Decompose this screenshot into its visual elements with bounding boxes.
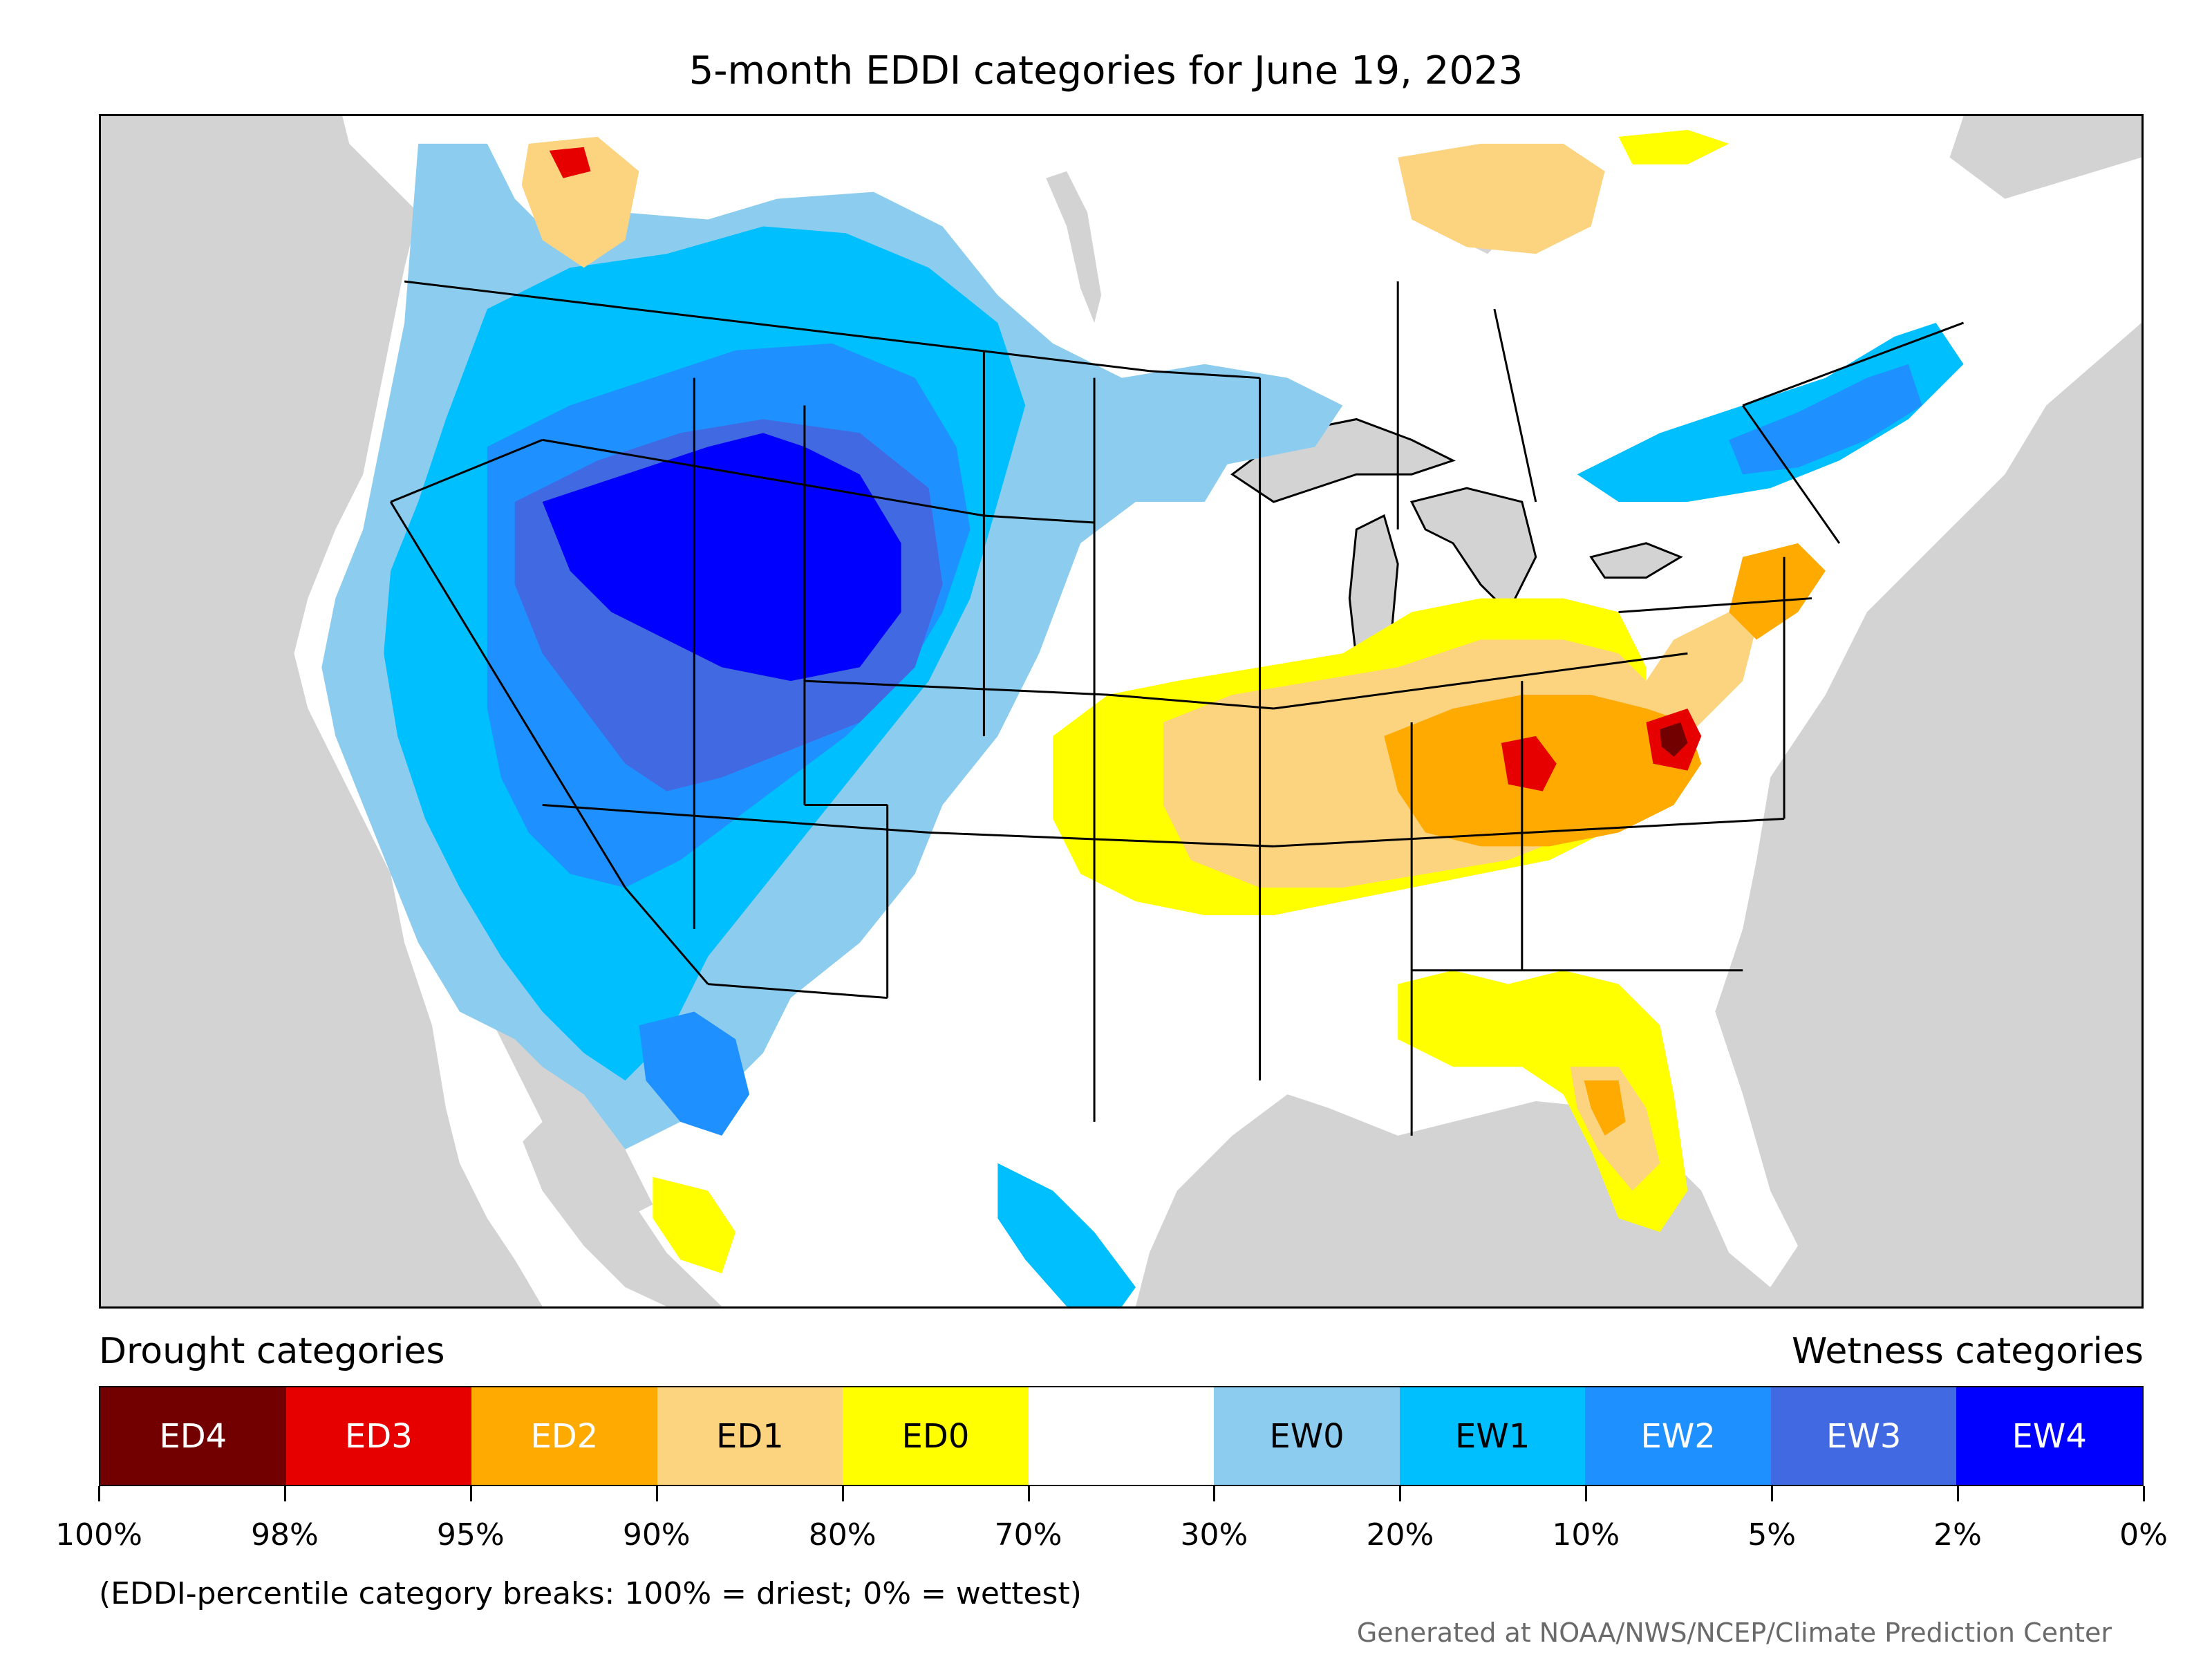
us-map-svg [294, 116, 2141, 1306]
tick-label: 90% [622, 1517, 691, 1553]
category-ew4: EW4 [1956, 1387, 2143, 1485]
wet-ew2-southwest [639, 1011, 750, 1136]
dry-ed3-bc [549, 147, 591, 178]
tick-2 [469, 1486, 472, 1501]
category-ew2: EW2 [1585, 1387, 1771, 1485]
wet-ew1-texas [997, 1163, 1136, 1306]
tick-11 [2143, 1486, 2145, 1501]
tick-8 [1585, 1486, 1588, 1501]
land-mexico [432, 1025, 667, 1306]
tick-label: 2% [1933, 1517, 1982, 1553]
category-ew1: EW1 [1399, 1387, 1586, 1485]
tick-0 [98, 1486, 100, 1501]
wet-ew1-northeast [1577, 322, 1964, 503]
category-normal [1028, 1387, 1215, 1485]
tick-3 [655, 1486, 658, 1501]
category-ed1: ED1 [657, 1387, 843, 1485]
drought-categories-label: Drought categories [99, 1331, 445, 1372]
tick-label: 70% [994, 1517, 1062, 1553]
colorbar-tick-labels: 100% 98% 95% 90% 80% 70% 30% 20% 10% 5% … [55, 1517, 2168, 1559]
tick-10 [1957, 1486, 1960, 1501]
category-ed0: ED0 [843, 1387, 1029, 1485]
tick-label: 10% [1552, 1517, 1620, 1553]
category-ed3: ED3 [285, 1387, 472, 1485]
source-credit: Generated at NOAA/NWS/NCEP/Climate Predi… [1356, 1618, 2112, 1648]
wet-ew0-midwest [1067, 364, 1343, 503]
tick-1 [283, 1486, 286, 1501]
tick-label: 30% [1180, 1517, 1248, 1553]
tick-label: 5% [1747, 1517, 1797, 1553]
dry-ed2-florida [1584, 1080, 1626, 1136]
tick-label: 0% [2119, 1517, 2168, 1553]
tick-label: 20% [1366, 1517, 1434, 1553]
category-ed2: ED2 [471, 1387, 657, 1485]
tick-label: 98% [251, 1517, 319, 1553]
category-colorbar: ED4 ED3 ED2 ED1 ED0 EW0 EW1 EW2 EW3 EW4 [99, 1386, 2144, 1486]
wetness-categories-label: Wetness categories [1792, 1331, 2144, 1372]
state-borders [389, 280, 1965, 1136]
lake-winnipeg [1046, 171, 1102, 323]
wet-ew2-northeast [1729, 364, 1922, 475]
map-title: 5-month EDDI categories for June 19, 202… [688, 48, 1524, 93]
colorbar-ticks [98, 1486, 2145, 1507]
tick-label: 95% [436, 1517, 505, 1553]
dry-ed3-kentucky [1501, 735, 1557, 791]
category-breaks-footnote: (EDDI-percentile category breaks: 100% =… [99, 1576, 1082, 1611]
dry-ed1-bc [521, 136, 639, 268]
category-ed4: ED4 [100, 1387, 286, 1485]
tick-9 [1771, 1486, 1774, 1501]
wet-ew4-west [542, 433, 901, 682]
dry-ed4-virginia [1660, 722, 1688, 757]
tick-4 [841, 1486, 844, 1501]
dry-ed0-mexico [653, 1177, 736, 1274]
dry-ed0-quebec [1618, 129, 1730, 165]
category-ew3: EW3 [1770, 1387, 1957, 1485]
tick-7 [1399, 1486, 1402, 1501]
gulf-of-mexico [1177, 1128, 1716, 1306]
category-ew0: EW0 [1214, 1387, 1400, 1485]
dry-ed1-quebec [1398, 143, 1605, 254]
tick-label: 100% [55, 1517, 142, 1553]
tick-6 [1213, 1486, 1216, 1501]
lake-ontario [1589, 542, 1683, 579]
dry-ed2-northeast-coast [1729, 543, 1826, 640]
eddi-map [99, 114, 2144, 1309]
tick-5 [1027, 1486, 1030, 1501]
tick-label: 80% [808, 1517, 877, 1553]
